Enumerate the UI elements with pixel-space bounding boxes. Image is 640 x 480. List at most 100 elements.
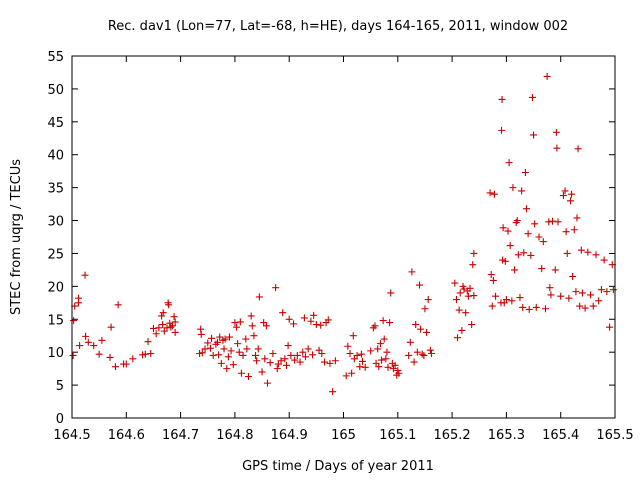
- data-point: [553, 144, 561, 152]
- data-point: [521, 168, 529, 176]
- x-tick-label: 165.5: [596, 428, 633, 443]
- data-point: [451, 279, 459, 287]
- data-point: [380, 335, 388, 343]
- data-point: [587, 291, 595, 299]
- data-point: [220, 345, 228, 353]
- data-point: [269, 349, 277, 357]
- data-point: [346, 349, 354, 357]
- data-point: [386, 319, 394, 327]
- data-point: [201, 345, 209, 353]
- data-point: [353, 351, 361, 359]
- x-tick-label: 164.6: [108, 428, 145, 443]
- data-point: [420, 351, 428, 359]
- data-point: [206, 344, 214, 352]
- data-point: [498, 126, 506, 134]
- data-point: [572, 288, 580, 296]
- data-point: [595, 297, 603, 305]
- data-point: [417, 325, 425, 333]
- data-point: [129, 355, 137, 363]
- data-point: [223, 365, 231, 373]
- data-point: [557, 292, 565, 300]
- data-point: [231, 319, 239, 327]
- data-point: [488, 302, 496, 310]
- data-point: [208, 334, 216, 342]
- data-point: [454, 334, 462, 342]
- y-tick-label: 35: [47, 182, 64, 197]
- data-point: [489, 276, 497, 284]
- data-point: [144, 338, 152, 346]
- data-point: [204, 339, 212, 347]
- data-point: [528, 93, 536, 101]
- data-point: [412, 321, 420, 329]
- data-point: [569, 272, 577, 280]
- data-point: [597, 286, 605, 294]
- data-point: [361, 363, 369, 371]
- data-point: [551, 266, 559, 274]
- data-point: [277, 357, 285, 365]
- data-point: [502, 296, 510, 304]
- data-point: [168, 322, 176, 330]
- data-point: [247, 312, 255, 320]
- data-point: [374, 345, 382, 353]
- data-point: [359, 357, 367, 365]
- data-point: [426, 346, 434, 354]
- data-point: [406, 338, 414, 346]
- data-point: [215, 351, 223, 359]
- data-point: [293, 351, 301, 359]
- data-point: [606, 323, 614, 331]
- data-point: [418, 350, 426, 358]
- data-point: [349, 332, 357, 340]
- data-point: [197, 330, 205, 338]
- data-point: [389, 365, 397, 373]
- data-point: [379, 317, 387, 325]
- data-point: [498, 95, 506, 103]
- data-point: [504, 227, 512, 235]
- data-point: [272, 284, 280, 292]
- data-point: [589, 302, 597, 310]
- x-tick-label: 164.7: [162, 428, 199, 443]
- data-point: [149, 324, 157, 332]
- data-point: [216, 333, 224, 341]
- data-point: [221, 335, 229, 343]
- data-point: [198, 349, 206, 357]
- data-point: [421, 305, 429, 313]
- data-point: [547, 291, 555, 299]
- data-point: [76, 342, 84, 350]
- data-point: [486, 189, 494, 197]
- data-point: [466, 284, 474, 292]
- data-point: [549, 217, 557, 225]
- data-point: [225, 333, 233, 341]
- data-point: [531, 220, 539, 228]
- x-tick-label: 165.2: [433, 428, 470, 443]
- data-point: [408, 268, 416, 276]
- data-point: [317, 321, 325, 329]
- data-point: [603, 288, 611, 296]
- data-point: [284, 342, 292, 350]
- data-point: [413, 348, 421, 356]
- data-point: [546, 284, 554, 292]
- data-point: [532, 303, 540, 311]
- data-point: [171, 328, 179, 336]
- data-point: [464, 292, 472, 300]
- data-point: [501, 257, 509, 265]
- data-point: [383, 348, 391, 356]
- data-point: [570, 226, 578, 234]
- data-point: [165, 301, 173, 309]
- data-point: [514, 251, 522, 259]
- data-point: [331, 357, 339, 365]
- data-point: [279, 309, 287, 317]
- data-point: [234, 340, 242, 348]
- data-point: [538, 265, 546, 273]
- data-point: [356, 363, 364, 371]
- data-point: [424, 296, 432, 304]
- data-point: [568, 190, 576, 198]
- data-point: [281, 355, 289, 363]
- data-point: [159, 309, 167, 317]
- data-point: [75, 299, 83, 307]
- data-point: [70, 317, 78, 325]
- data-point: [224, 353, 232, 361]
- data-point: [574, 145, 582, 153]
- y-tick-label: 0: [56, 412, 64, 427]
- data-point: [468, 321, 476, 329]
